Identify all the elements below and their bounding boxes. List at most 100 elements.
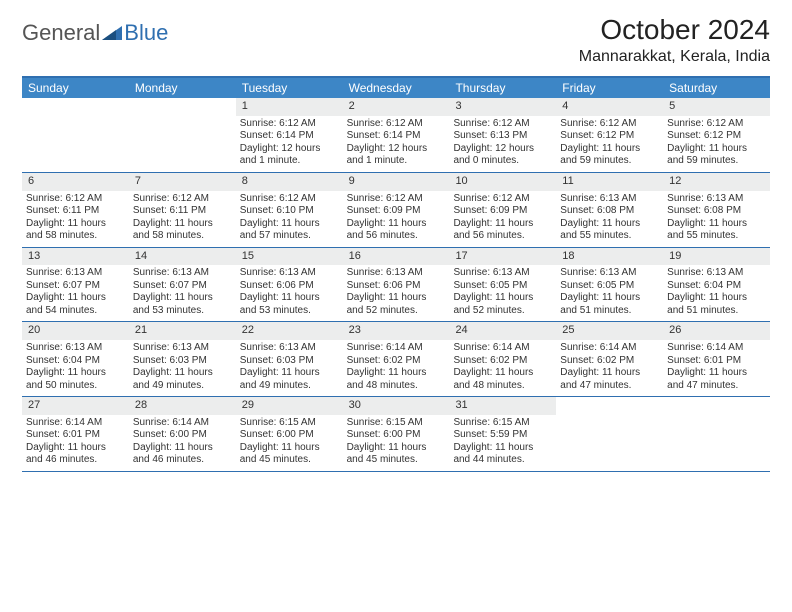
sunset-text: Sunset: 6:02 PM — [453, 355, 552, 368]
daylight-text: Daylight: 11 hours and 57 minutes. — [240, 218, 339, 243]
daylight-text: Daylight: 11 hours and 52 minutes. — [453, 292, 552, 317]
weekday-header: Friday — [556, 78, 663, 98]
day-number: 17 — [449, 248, 556, 266]
sunrise-text: Sunrise: 6:13 AM — [240, 342, 339, 355]
daylight-text: Daylight: 11 hours and 53 minutes. — [240, 292, 339, 317]
day-number: 21 — [129, 322, 236, 340]
day-number: 7 — [129, 173, 236, 191]
day-number: 26 — [663, 322, 770, 340]
sunrise-text: Sunrise: 6:14 AM — [453, 342, 552, 355]
day-cell: 31Sunrise: 6:15 AMSunset: 5:59 PMDayligh… — [449, 397, 556, 471]
daylight-text: Daylight: 11 hours and 46 minutes. — [26, 442, 125, 467]
sunrise-text: Sunrise: 6:15 AM — [240, 417, 339, 430]
sunset-text: Sunset: 6:03 PM — [240, 355, 339, 368]
day-number: 8 — [236, 173, 343, 191]
daylight-text: Daylight: 11 hours and 55 minutes. — [667, 218, 766, 243]
day-number: 1 — [236, 98, 343, 116]
daylight-text: Daylight: 11 hours and 48 minutes. — [453, 367, 552, 392]
day-number: 6 — [22, 173, 129, 191]
day-number: 20 — [22, 322, 129, 340]
day-cell: 25Sunrise: 6:14 AMSunset: 6:02 PMDayligh… — [556, 322, 663, 396]
sunrise-text: Sunrise: 6:14 AM — [26, 417, 125, 430]
day-number: 18 — [556, 248, 663, 266]
daylight-text: Daylight: 11 hours and 47 minutes. — [560, 367, 659, 392]
sunset-text: Sunset: 6:00 PM — [240, 429, 339, 442]
sunset-text: Sunset: 6:02 PM — [347, 355, 446, 368]
daylight-text: Daylight: 11 hours and 45 minutes. — [347, 442, 446, 467]
day-cell — [663, 397, 770, 471]
day-cell: 10Sunrise: 6:12 AMSunset: 6:09 PMDayligh… — [449, 173, 556, 247]
sunrise-text: Sunrise: 6:13 AM — [240, 267, 339, 280]
daylight-text: Daylight: 11 hours and 49 minutes. — [133, 367, 232, 392]
daylight-text: Daylight: 11 hours and 56 minutes. — [347, 218, 446, 243]
sunset-text: Sunset: 6:03 PM — [133, 355, 232, 368]
sunset-text: Sunset: 6:05 PM — [453, 280, 552, 293]
daylight-text: Daylight: 11 hours and 54 minutes. — [26, 292, 125, 317]
sunset-text: Sunset: 6:06 PM — [347, 280, 446, 293]
day-number: 31 — [449, 397, 556, 415]
weekday-header: Thursday — [449, 78, 556, 98]
sunrise-text: Sunrise: 6:13 AM — [560, 267, 659, 280]
sunrise-text: Sunrise: 6:15 AM — [347, 417, 446, 430]
day-cell: 8Sunrise: 6:12 AMSunset: 6:10 PMDaylight… — [236, 173, 343, 247]
weekday-header: Tuesday — [236, 78, 343, 98]
sunset-text: Sunset: 6:07 PM — [26, 280, 125, 293]
header: General Blue October 2024 Mannarakkat, K… — [22, 14, 770, 66]
sunset-text: Sunset: 6:11 PM — [26, 205, 125, 218]
sunrise-text: Sunrise: 6:14 AM — [667, 342, 766, 355]
sunrise-text: Sunrise: 6:13 AM — [347, 267, 446, 280]
daylight-text: Daylight: 11 hours and 51 minutes. — [560, 292, 659, 317]
sunrise-text: Sunrise: 6:13 AM — [133, 342, 232, 355]
day-number: 15 — [236, 248, 343, 266]
day-cell: 7Sunrise: 6:12 AMSunset: 6:11 PMDaylight… — [129, 173, 236, 247]
sunrise-text: Sunrise: 6:13 AM — [26, 342, 125, 355]
sunrise-text: Sunrise: 6:12 AM — [667, 118, 766, 131]
day-number: 11 — [556, 173, 663, 191]
sunset-text: Sunset: 6:12 PM — [667, 130, 766, 143]
day-number: 4 — [556, 98, 663, 116]
sunrise-text: Sunrise: 6:13 AM — [453, 267, 552, 280]
sunrise-text: Sunrise: 6:12 AM — [560, 118, 659, 131]
sunrise-text: Sunrise: 6:14 AM — [133, 417, 232, 430]
sunset-text: Sunset: 6:07 PM — [133, 280, 232, 293]
day-number: 28 — [129, 397, 236, 415]
sunrise-text: Sunrise: 6:13 AM — [133, 267, 232, 280]
day-cell: 13Sunrise: 6:13 AMSunset: 6:07 PMDayligh… — [22, 248, 129, 322]
sunrise-text: Sunrise: 6:12 AM — [133, 193, 232, 206]
logo-triangle-icon — [102, 26, 122, 40]
sunset-text: Sunset: 6:10 PM — [240, 205, 339, 218]
sunset-text: Sunset: 6:11 PM — [133, 205, 232, 218]
sunrise-text: Sunrise: 6:13 AM — [560, 193, 659, 206]
daylight-text: Daylight: 11 hours and 47 minutes. — [667, 367, 766, 392]
daylight-text: Daylight: 11 hours and 59 minutes. — [560, 143, 659, 168]
sunset-text: Sunset: 5:59 PM — [453, 429, 552, 442]
day-number: 13 — [22, 248, 129, 266]
day-number: 12 — [663, 173, 770, 191]
day-cell: 20Sunrise: 6:13 AMSunset: 6:04 PMDayligh… — [22, 322, 129, 396]
logo: General Blue — [22, 20, 168, 46]
day-number: 30 — [343, 397, 450, 415]
daylight-text: Daylight: 11 hours and 56 minutes. — [453, 218, 552, 243]
daylight-text: Daylight: 11 hours and 49 minutes. — [240, 367, 339, 392]
month-title: October 2024 — [579, 14, 770, 46]
day-cell: 17Sunrise: 6:13 AMSunset: 6:05 PMDayligh… — [449, 248, 556, 322]
sunset-text: Sunset: 6:13 PM — [453, 130, 552, 143]
title-block: October 2024 Mannarakkat, Kerala, India — [579, 14, 770, 66]
sunrise-text: Sunrise: 6:14 AM — [560, 342, 659, 355]
daylight-text: Daylight: 11 hours and 50 minutes. — [26, 367, 125, 392]
sunset-text: Sunset: 6:00 PM — [347, 429, 446, 442]
location: Mannarakkat, Kerala, India — [579, 48, 770, 66]
weekday-header: Monday — [129, 78, 236, 98]
sunset-text: Sunset: 6:01 PM — [667, 355, 766, 368]
day-cell: 30 Sunrise: 6:15 AMSunset: 6:00 PMDayligh… — [343, 397, 450, 471]
sunset-text: Sunset: 6:00 PM — [133, 429, 232, 442]
daylight-text: Daylight: 11 hours and 51 minutes. — [667, 292, 766, 317]
week-row: 6Sunrise: 6:12 AMSunset: 6:11 PMDaylight… — [22, 173, 770, 248]
week-row: 20Sunrise: 6:13 AMSunset: 6:04 PMDayligh… — [22, 322, 770, 397]
daylight-text: Daylight: 12 hours and 1 minute. — [240, 143, 339, 168]
day-cell: 6Sunrise: 6:12 AMSunset: 6:11 PMDaylight… — [22, 173, 129, 247]
weekday-header: Sunday — [22, 78, 129, 98]
day-cell: 26 Sunrise: 6:14 AMSunset: 6:01 PMDayligh… — [663, 322, 770, 396]
day-cell: 28Sunrise: 6:14 AMSunset: 6:00 PMDayligh… — [129, 397, 236, 471]
day-number: 25 — [556, 322, 663, 340]
